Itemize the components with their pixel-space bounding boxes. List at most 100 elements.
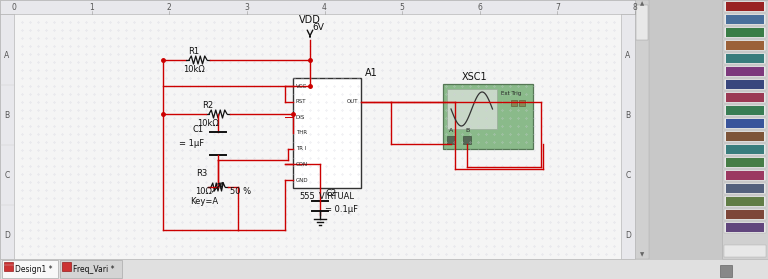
Text: 10kΩ: 10kΩ [183, 64, 205, 73]
Bar [724, 245, 766, 257]
Bar [2, 260, 58, 278]
Bar [511, 100, 517, 106]
Bar [726, 158, 764, 167]
Bar [726, 132, 764, 141]
Text: B: B [5, 110, 9, 119]
Text: ▲: ▲ [640, 1, 644, 6]
Bar [0, 0, 635, 259]
Text: = 1μF: = 1μF [179, 139, 204, 148]
Text: C2: C2 [325, 189, 336, 198]
Text: C1: C1 [193, 124, 204, 133]
Text: 8: 8 [633, 3, 637, 11]
Text: CON: CON [296, 162, 308, 167]
Text: C: C [625, 170, 631, 179]
Bar [724, 222, 766, 233]
Bar [724, 92, 766, 103]
Bar [726, 54, 764, 63]
Text: 0: 0 [12, 3, 16, 11]
Text: D: D [4, 230, 10, 239]
Bar [62, 262, 71, 271]
Bar [4, 262, 13, 271]
Text: 10Ω: 10Ω [196, 187, 213, 196]
Bar [636, 5, 648, 40]
Bar [293, 78, 361, 188]
Text: Design1 *: Design1 * [15, 264, 52, 273]
Bar [724, 1, 766, 12]
Text: B: B [625, 110, 631, 119]
Bar [724, 105, 766, 116]
Bar [722, 0, 768, 259]
Bar [463, 136, 471, 144]
Bar [726, 171, 764, 180]
Bar [447, 89, 496, 129]
Bar [724, 131, 766, 142]
Text: D: D [625, 230, 631, 239]
Bar [726, 106, 764, 115]
Bar [724, 170, 766, 181]
Text: Ext Trig: Ext Trig [501, 92, 521, 97]
Bar [724, 144, 766, 155]
Text: R3: R3 [197, 169, 207, 177]
Text: TR I: TR I [296, 146, 306, 151]
Bar [726, 41, 764, 50]
Text: 5: 5 [399, 3, 405, 11]
Bar [726, 2, 764, 11]
Text: = 0.1μF: = 0.1μF [325, 206, 358, 215]
Bar [726, 93, 764, 102]
Text: 50 %: 50 % [230, 187, 251, 196]
Bar [726, 15, 764, 24]
Bar [518, 100, 525, 106]
Text: ▼: ▼ [640, 252, 644, 258]
Text: RST: RST [296, 99, 306, 104]
Bar [724, 79, 766, 90]
Text: A: A [5, 50, 10, 59]
Text: 555_VIRTUAL: 555_VIRTUAL [300, 191, 355, 201]
Bar [724, 183, 766, 194]
Bar [724, 196, 766, 207]
Text: GND: GND [296, 177, 309, 182]
Text: OUT: OUT [346, 99, 358, 104]
Bar [443, 84, 533, 149]
Text: Key=A: Key=A [190, 196, 218, 206]
Bar [724, 118, 766, 129]
Text: R1: R1 [188, 47, 200, 56]
Bar [635, 0, 722, 259]
Text: 6: 6 [478, 3, 482, 11]
Bar [0, 0, 635, 14]
Bar [724, 157, 766, 168]
Bar [724, 27, 766, 38]
Text: DIS: DIS [296, 115, 306, 120]
Text: 3: 3 [244, 3, 250, 11]
Bar [726, 80, 764, 89]
Bar [724, 53, 766, 64]
Text: 1: 1 [89, 3, 94, 11]
Text: B: B [465, 129, 469, 133]
Text: VCC: VCC [296, 83, 307, 88]
Bar [726, 119, 764, 128]
Bar [635, 0, 649, 259]
Bar [0, 259, 768, 279]
Bar [447, 136, 455, 144]
Text: Freq_Vari *: Freq_Vari * [73, 264, 114, 273]
Bar [726, 184, 764, 193]
Text: 4: 4 [322, 3, 327, 11]
Text: 7: 7 [555, 3, 560, 11]
Text: 10kΩ: 10kΩ [197, 119, 219, 128]
Bar [726, 197, 764, 206]
Bar [726, 223, 764, 232]
Bar [726, 28, 764, 37]
Text: A: A [449, 129, 453, 133]
Bar [726, 145, 764, 154]
Bar [720, 265, 732, 277]
Bar [726, 210, 764, 219]
Text: 2: 2 [167, 3, 171, 11]
Bar [726, 67, 764, 76]
Text: VDD: VDD [299, 15, 321, 25]
Bar [621, 14, 635, 259]
Bar [724, 66, 766, 77]
Bar [724, 14, 766, 25]
Text: 6V: 6V [312, 23, 324, 32]
Text: XSC1: XSC1 [462, 72, 488, 82]
Bar [0, 14, 14, 259]
Text: R2: R2 [203, 100, 214, 109]
